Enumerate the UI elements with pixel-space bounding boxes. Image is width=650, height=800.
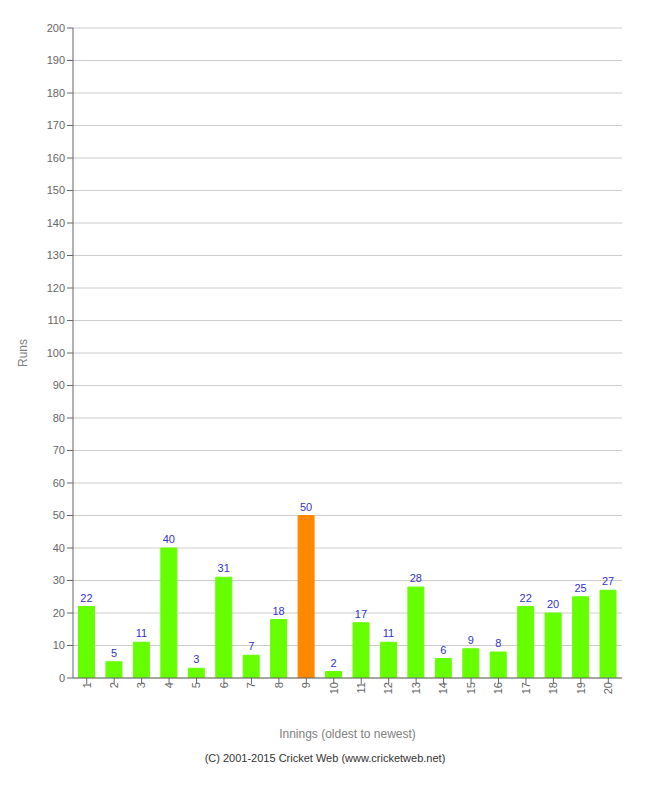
svg-text:110: 110 xyxy=(47,314,65,326)
svg-text:130: 130 xyxy=(47,249,65,261)
svg-text:31: 31 xyxy=(218,562,230,574)
svg-text:9: 9 xyxy=(300,682,312,688)
svg-text:2: 2 xyxy=(108,682,120,688)
svg-text:50: 50 xyxy=(53,509,65,521)
svg-text:11: 11 xyxy=(355,682,367,693)
svg-text:7: 7 xyxy=(245,682,257,688)
svg-text:80: 80 xyxy=(53,412,65,424)
svg-text:3: 3 xyxy=(135,682,147,688)
svg-text:60: 60 xyxy=(53,477,65,489)
svg-text:28: 28 xyxy=(410,572,422,584)
svg-text:5: 5 xyxy=(111,647,117,659)
svg-text:140: 140 xyxy=(47,217,65,229)
svg-text:30: 30 xyxy=(53,574,65,586)
svg-text:150: 150 xyxy=(47,184,65,196)
svg-text:22: 22 xyxy=(80,592,92,604)
svg-text:20: 20 xyxy=(53,607,65,619)
svg-text:160: 160 xyxy=(47,152,65,164)
svg-text:7: 7 xyxy=(248,640,254,652)
svg-text:0: 0 xyxy=(59,672,65,684)
svg-text:8: 8 xyxy=(273,682,285,688)
svg-text:20: 20 xyxy=(547,598,559,610)
svg-text:2: 2 xyxy=(330,657,336,669)
svg-text:5: 5 xyxy=(190,682,202,688)
svg-text:10: 10 xyxy=(328,682,340,694)
svg-text:22: 22 xyxy=(520,592,532,604)
svg-text:120: 120 xyxy=(47,282,65,294)
svg-text:90: 90 xyxy=(53,379,65,391)
svg-text:50: 50 xyxy=(300,501,312,513)
svg-text:17: 17 xyxy=(355,608,367,620)
svg-text:70: 70 xyxy=(53,444,65,456)
svg-text:40: 40 xyxy=(53,542,65,554)
svg-text:20: 20 xyxy=(602,682,614,694)
svg-text:3: 3 xyxy=(193,653,199,665)
svg-text:180: 180 xyxy=(47,87,65,99)
svg-text:27: 27 xyxy=(602,575,614,587)
svg-text:12: 12 xyxy=(382,682,394,694)
svg-text:19: 19 xyxy=(575,682,587,694)
html-text:(C) 2001-2015 Cricket Web (www: (C) 2001-2015 Cricket Web (www.cricketwe… xyxy=(204,752,446,764)
svg-text:11: 11 xyxy=(383,627,394,639)
svg-text:1: 1 xyxy=(81,682,93,688)
svg-text:18: 18 xyxy=(547,682,559,694)
svg-text:14: 14 xyxy=(437,682,449,694)
svg-text:Innings (oldest to newest): Innings (oldest to newest) xyxy=(279,727,416,741)
svg-text:8: 8 xyxy=(495,637,501,649)
svg-text:190: 190 xyxy=(47,54,65,66)
svg-text:25: 25 xyxy=(574,582,586,594)
svg-text:15: 15 xyxy=(465,682,477,694)
svg-text:10: 10 xyxy=(53,639,65,651)
svg-text:100: 100 xyxy=(47,347,65,359)
svg-text:40: 40 xyxy=(163,533,175,545)
svg-text:18: 18 xyxy=(273,605,285,617)
svg-text:200: 200 xyxy=(47,22,65,34)
svg-text:17: 17 xyxy=(520,682,532,694)
svg-text:6: 6 xyxy=(440,644,446,656)
svg-text:170: 170 xyxy=(47,119,65,131)
svg-text:11: 11 xyxy=(136,627,147,639)
svg-text:Runs: Runs xyxy=(16,339,30,367)
svg-text:4: 4 xyxy=(163,682,175,688)
svg-text:6: 6 xyxy=(218,682,230,688)
svg-text:9: 9 xyxy=(468,634,474,646)
svg-text:13: 13 xyxy=(410,682,422,694)
svg-text:16: 16 xyxy=(492,682,504,694)
